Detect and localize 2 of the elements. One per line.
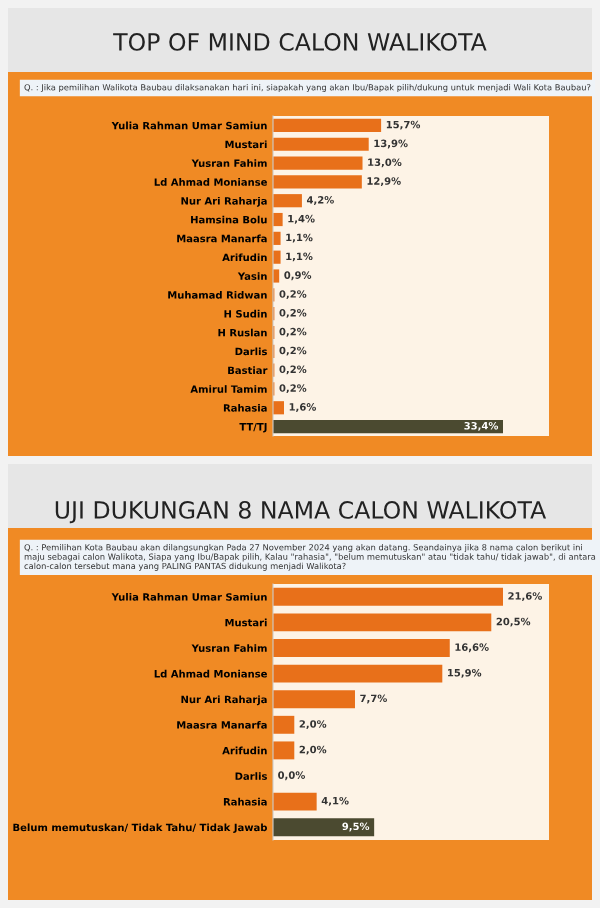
chart-title: TOP OF MIND CALON WALIKOTA (113, 32, 487, 51)
chart-title: UJI DUKUNGAN 8 NAMA CALON WALIKOTA (55, 500, 547, 524)
